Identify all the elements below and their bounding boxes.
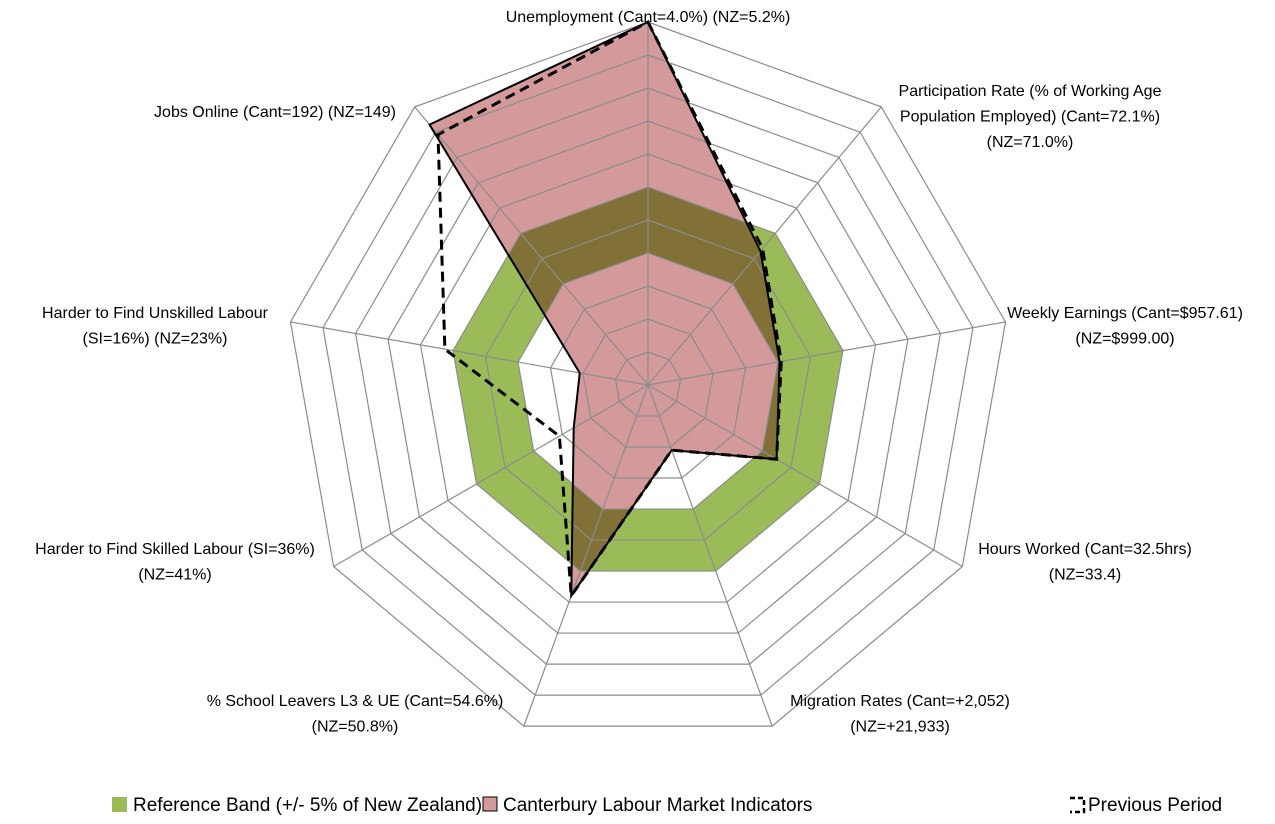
plot-area: Unemployment (Cant=4.0%) (NZ=5.2%) Partic… [35,9,1243,736]
previous-line [436,19,783,601]
grid-ring [614,351,682,417]
axis-label: Harder to Find Unskilled Labour [42,305,269,322]
grid-ring [322,54,974,696]
axis-label: % School Leavers L3 & UE (Cant=54.6%) [207,693,504,710]
axis-label: (NZ=33.4) [1049,567,1121,584]
axis-label: Migration Rates (Cant=+2,052) [790,693,1010,710]
spoke [647,384,773,727]
legend: Reference Band (+/- 5% of New Zealand) Ca… [112,795,1222,816]
spoke [290,321,649,386]
spoke [414,106,649,386]
grid-ring [289,21,1007,727]
axis-label: Weekly Earnings (Cant=$957.61) [1007,305,1243,322]
legend-swatch [482,796,498,812]
axis-label: (NZ=71.0%) [987,134,1074,151]
axis-label: Participation Rate (% of Working Age [899,83,1162,100]
grid-ring [387,120,909,634]
grid-ring [582,318,714,448]
grid-ring [484,219,812,541]
axis-label: Harder to Find Skilled Labour (SI=36%) [35,541,315,558]
grid-ring [517,252,779,510]
spoke [647,106,882,386]
legend-swatch [112,797,127,812]
legend-label: Canterbury Labour Market Indicators [503,795,812,816]
legend-label: Previous Period [1088,795,1222,816]
axis-label: Population Employed) (Cant=72.1%) [900,109,1160,126]
axis-label: Unemployment (Cant=4.0%) (NZ=5.2%) [506,9,791,26]
axis-label: (NZ=$999.00) [1075,331,1174,348]
axis-label: (NZ=41%) [138,567,211,584]
grid-ring [452,186,844,572]
spoke [523,384,649,727]
grid-ring [419,153,877,603]
grid-ring [354,87,942,665]
grid-ring [549,285,747,479]
axis-label: Hours Worked (Cant=32.5hrs) [978,541,1192,558]
spoke [647,384,963,568]
spoke [333,384,649,568]
series-area [429,22,780,596]
axis-label: Jobs Online (Cant=192) (NZ=149) [154,104,396,121]
axis-label: (SI=16%) (NZ=23%) [83,331,228,348]
legend-swatch [1070,796,1086,814]
axis-label: (NZ=50.8%) [312,719,399,736]
spoke [647,321,1006,386]
legend-label: Reference Band (+/- 5% of New Zealand) [133,795,482,816]
axis-label: (NZ=+21,933) [850,719,950,736]
